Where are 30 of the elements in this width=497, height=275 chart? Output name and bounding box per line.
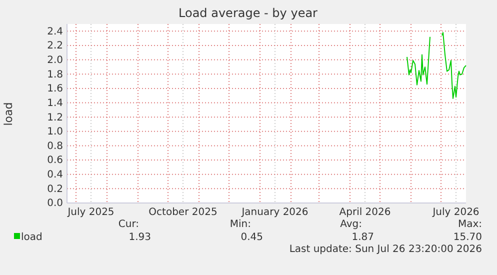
text: Last update: Sun Jul 26 23:20:00 2026 <box>289 244 482 255</box>
y-tick-label: 0.0 <box>47 198 63 210</box>
text: Avg: <box>340 219 362 230</box>
y-tick-label: 1.4 <box>47 98 63 109</box>
legend-label: load <box>21 232 42 243</box>
y-tick-label: 0.6 <box>47 155 63 166</box>
y-tick-label: 1.2 <box>47 112 63 124</box>
y-tick-label: 1.6 <box>47 84 63 95</box>
text: 0.45 <box>240 232 263 243</box>
y-tick-label: 2.2 <box>47 40 63 52</box>
y-tick-label: 0.4 <box>47 170 63 181</box>
text: 1.87 <box>352 232 374 243</box>
y-tick-label: 0.2 <box>47 184 63 195</box>
y-axis-title: load <box>2 102 15 126</box>
chart-title: Load average - by year <box>178 6 318 20</box>
x-tick-label: July 2025 <box>66 207 114 218</box>
x-tick-label: April 2026 <box>339 207 391 218</box>
text: Cur: <box>118 219 139 230</box>
text: 1.93 <box>128 232 151 243</box>
x-tick-label: October 2025 <box>148 207 218 218</box>
text: Min: <box>230 219 251 230</box>
x-tick-label: January 2026 <box>240 207 308 218</box>
y-tick-label: 2.0 <box>47 55 63 66</box>
text: 15.70 <box>453 232 482 243</box>
y-tick-label: 0.8 <box>47 140 63 152</box>
y-tick-label: 1.0 <box>47 126 63 138</box>
y-tick-label: 1.8 <box>47 69 63 80</box>
text: Max: <box>458 219 482 230</box>
x-tick-label: July 2026 <box>432 207 480 218</box>
y-tick-label: 2.4 <box>47 26 63 38</box>
